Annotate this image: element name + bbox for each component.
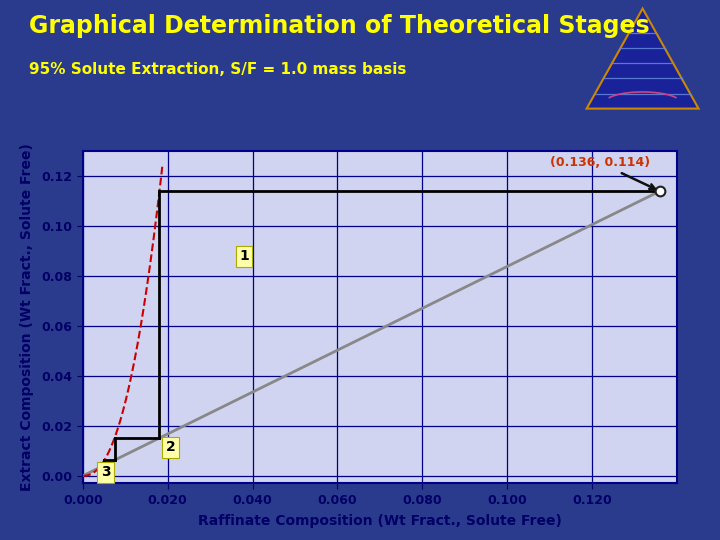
X-axis label: Raffinate Composition (Wt Fract., Solute Free): Raffinate Composition (Wt Fract., Solute… (198, 514, 562, 528)
Text: 2: 2 (166, 441, 176, 455)
Text: Graphical Determination of Theoretical Stages: Graphical Determination of Theoretical S… (29, 14, 649, 37)
Text: 3: 3 (101, 465, 110, 479)
Y-axis label: Extract Composition (Wt Fract., Solute Free): Extract Composition (Wt Fract., Solute F… (20, 143, 35, 491)
Text: 1: 1 (239, 249, 249, 263)
Text: (0.136, 0.114): (0.136, 0.114) (549, 156, 654, 189)
Polygon shape (587, 9, 698, 109)
Text: 95% Solute Extraction, S/F = 1.0 mass basis: 95% Solute Extraction, S/F = 1.0 mass ba… (29, 62, 406, 77)
